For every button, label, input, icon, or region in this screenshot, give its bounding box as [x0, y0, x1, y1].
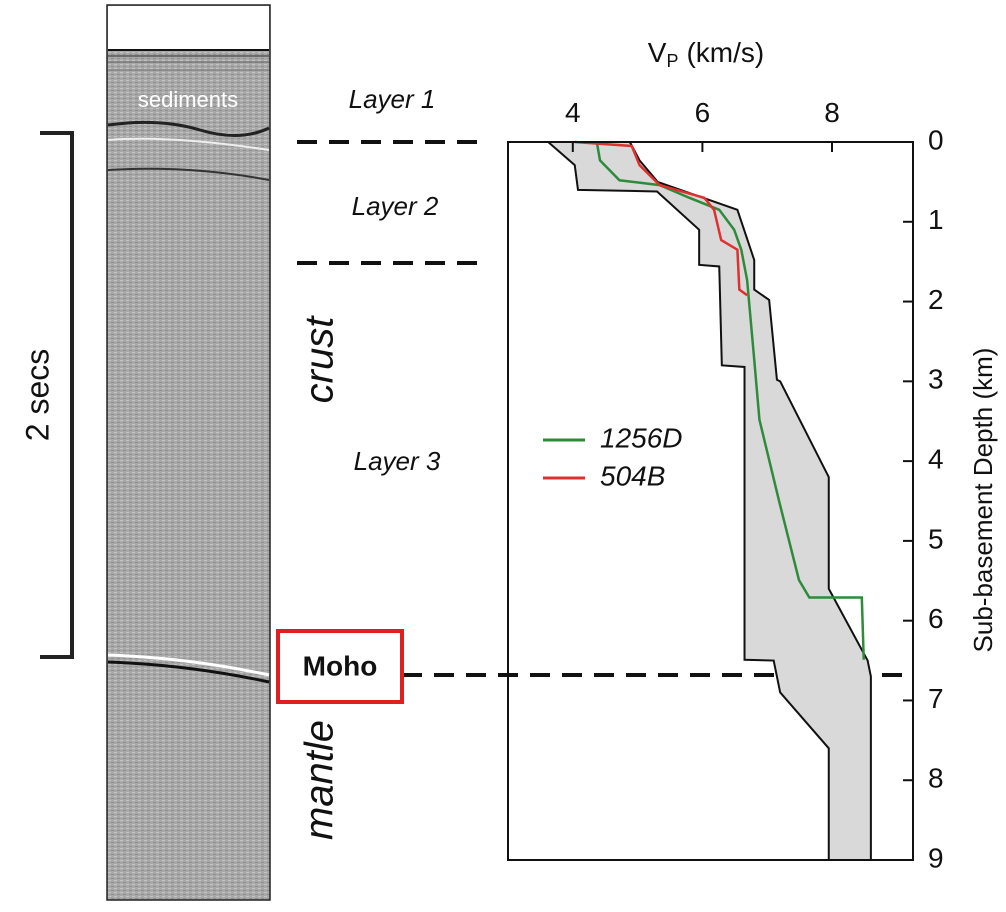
x-tick-label: 4: [565, 97, 581, 128]
seismic-section: [107, 5, 270, 900]
layer-label: Layer 3: [354, 446, 441, 476]
time-scale-label: 2 secs: [19, 349, 55, 441]
y-tick-label: 6: [928, 603, 944, 634]
mantle-label: mantle: [298, 720, 342, 840]
legend-label: 504B: [600, 460, 665, 491]
x-tick-label: 6: [695, 97, 711, 128]
envelope-fill: [548, 142, 871, 860]
x-axis-symbol: V: [648, 37, 667, 68]
layer-label: Layer 1: [349, 84, 436, 114]
y-axis-title: Sub-basement Depth (km): [968, 348, 998, 653]
y-tick-label: 9: [928, 842, 944, 873]
y-tick-label: 5: [928, 523, 944, 554]
y-tick-label: 1: [928, 204, 944, 235]
y-tick-label: 4: [928, 444, 944, 475]
x-axis-subscript: P: [666, 51, 678, 71]
x-axis-unit: (km/s): [686, 37, 764, 68]
crust-label: crust: [298, 315, 342, 404]
x-axis-title: VP (km/s): [648, 37, 764, 71]
x-tick-label: 8: [824, 97, 840, 128]
plot: 1256D 504B 4 6 8 0 1 2 3 4 5 6 7 8 9: [508, 97, 944, 873]
y-tick-label: 0: [928, 124, 944, 155]
figure: sediments 2 secs Layer 1 Layer 2 Layer 3…: [0, 0, 1006, 907]
y-tick-label: 3: [928, 364, 944, 395]
legend-label: 1256D: [600, 422, 683, 453]
y-tick-label: 8: [928, 763, 944, 794]
y-tick-label: 7: [928, 683, 944, 714]
y-tick-label: 2: [928, 284, 944, 315]
sediments-label: sediments: [138, 87, 238, 112]
moho-label: Moho: [303, 650, 378, 681]
layer-label: Layer 2: [352, 191, 439, 221]
